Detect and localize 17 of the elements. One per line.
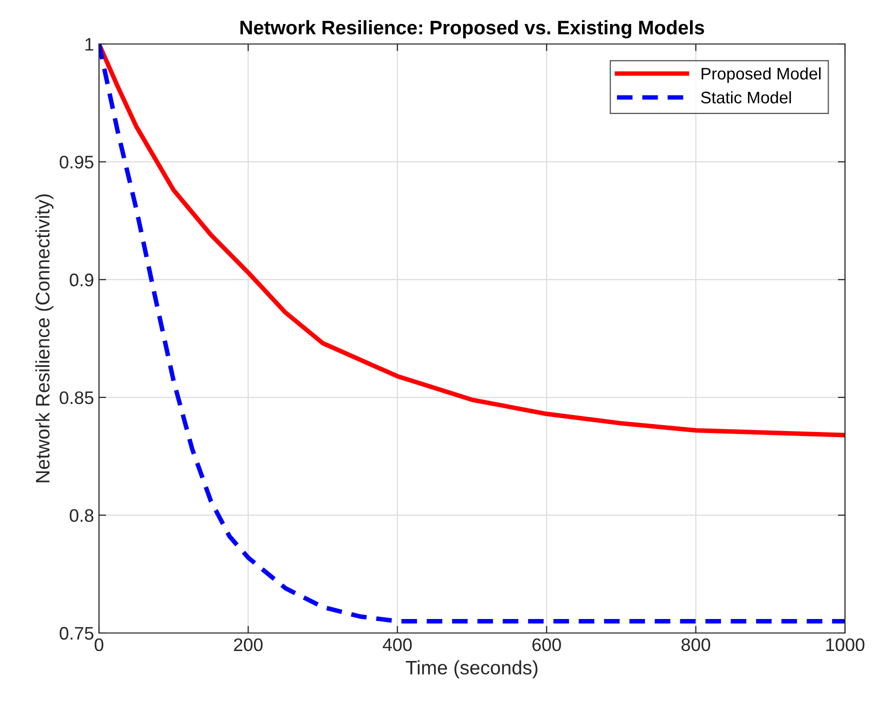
y-tick-label: 1 <box>85 38 94 51</box>
chart-title: Network Resilience: Proposed vs. Existing Models <box>240 20 704 38</box>
y-tick-label: 0.9 <box>70 274 94 286</box>
legend-label: Static Model <box>701 91 791 104</box>
x-tick-label: 400 <box>382 638 412 652</box>
legend-label: Proposed Model <box>702 67 821 83</box>
x-axis-title: Time (seconds) <box>406 660 538 678</box>
x-tick-label: 800 <box>682 638 710 652</box>
x-tick-label: 1000 <box>826 638 864 652</box>
y-tick-label: 0.75 <box>60 626 94 640</box>
x-tick-label: 600 <box>532 638 561 652</box>
x-tick-label: 200 <box>234 638 263 652</box>
y-axis-title: Network Resilience (Connectivity) <box>35 194 54 482</box>
y-tick-label: 0.85 <box>60 391 94 404</box>
y-tick-label: 0.8 <box>70 509 94 522</box>
y-tick-label: 0.95 <box>60 156 94 169</box>
x-tick-label: 0 <box>94 638 104 652</box>
